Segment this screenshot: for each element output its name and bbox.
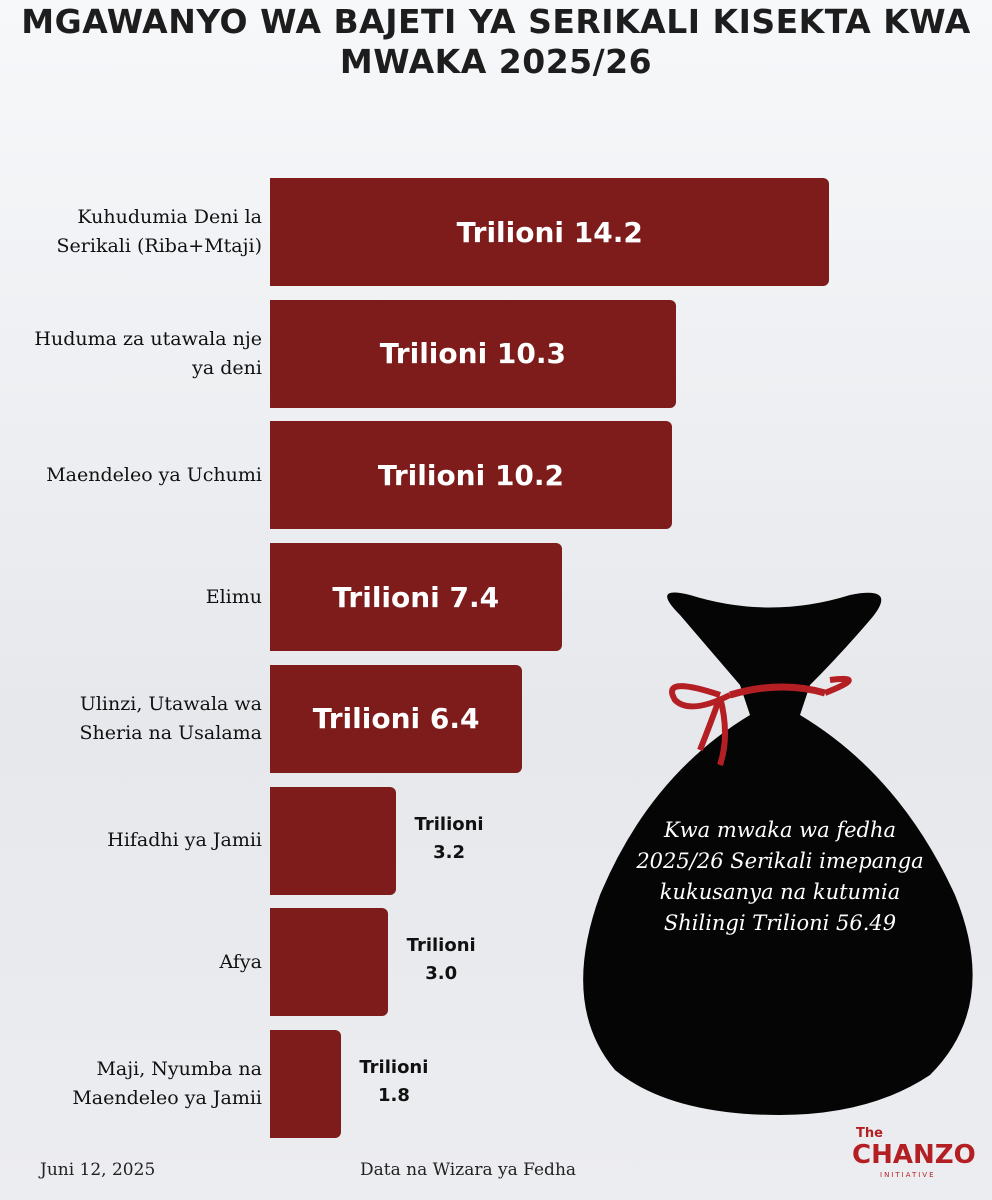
value-label: Trilioni 10.3: [379, 337, 567, 371]
chart-title: MGAWANYO WA BAJETI YA SERIKALI KISEKTA K…: [21, 2, 971, 81]
bar: [270, 786, 397, 895]
bar: [270, 543, 562, 652]
bar: [270, 178, 830, 286]
value-label: Trilioni 3.2: [414, 813, 484, 863]
logo-tagline: INITIATIVE: [880, 1171, 936, 1179]
category-label: Maji, Nyumba na Maendeleo ya Jamii: [72, 1057, 262, 1109]
category-label: Ulinzi, Utawala wa Sheria na Usalama: [79, 692, 262, 744]
value-label: Trilioni 14.2: [456, 215, 643, 249]
category-label: Maendeleo ya Uchumi: [46, 463, 262, 486]
category-label: Kuhudumia Deni la Serikali (Riba+Mtaji): [56, 206, 262, 257]
category-label: Afya: [219, 950, 262, 973]
date: Juni 12, 2025: [40, 1160, 156, 1180]
money-bag: [583, 592, 973, 1115]
logo-name: CHANZO: [852, 1140, 976, 1170]
annotation: Kwa mwaka wa fedha 2025/26 Serikali imep…: [636, 818, 924, 935]
bar: [270, 1029, 341, 1138]
value-label: Trilioni 6.4: [312, 702, 480, 736]
source: Data na Wizara ya Fedha: [360, 1160, 577, 1180]
value-label: Trilioni 1.8: [359, 1056, 429, 1106]
bar: [270, 664, 523, 773]
category-label: Elimu: [205, 585, 262, 608]
bar: [270, 908, 389, 1017]
logo-top: The: [856, 1126, 883, 1141]
value-label: Trilioni 3.0: [406, 935, 476, 985]
bar: [270, 299, 676, 408]
category-label: Hifadhi ya Jamii: [107, 829, 262, 851]
value-label: Trilioni 10.2: [377, 458, 565, 492]
category-label: Huduma za utawala nje ya deni: [34, 327, 262, 379]
value-label: Trilioni 7.4: [332, 580, 500, 614]
bar: [270, 421, 672, 530]
